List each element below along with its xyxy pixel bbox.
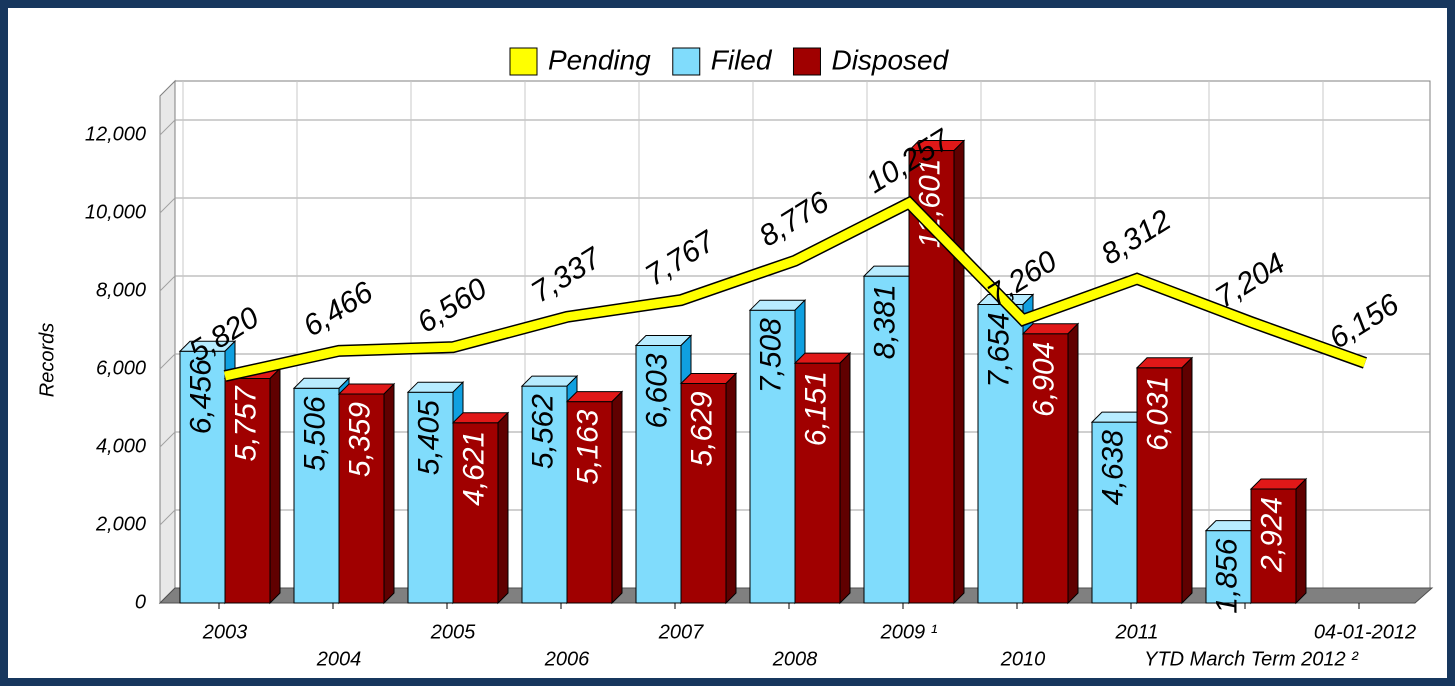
bar-value-label: 6,031 bbox=[1141, 376, 1174, 451]
y-tick-label: 0 bbox=[135, 591, 146, 613]
bar-side bbox=[1067, 322, 1079, 605]
legend-swatch bbox=[672, 47, 701, 76]
bar bbox=[293, 387, 340, 604]
bar bbox=[1205, 530, 1252, 604]
bar bbox=[566, 401, 613, 604]
y-tick-label: 8,000 bbox=[96, 279, 146, 301]
x-tick-label: 2011 bbox=[1114, 621, 1158, 643]
y-tick-label: 2,000 bbox=[95, 513, 146, 535]
legend-label: Disposed bbox=[831, 44, 949, 75]
side-wall bbox=[159, 79, 176, 605]
x-tick-label: 2010 bbox=[1000, 648, 1046, 670]
x-tick-label: 2003 bbox=[202, 621, 248, 643]
bar bbox=[521, 385, 568, 604]
bar-value-label: 6,151 bbox=[799, 371, 832, 446]
bar-value-label: 4,638 bbox=[1096, 430, 1129, 505]
bar-value-label: 7,654 bbox=[982, 312, 1015, 387]
bar-value-label: 5,359 bbox=[343, 402, 376, 477]
grid-line bbox=[159, 275, 176, 292]
x-tick-label: 2008 bbox=[772, 648, 818, 670]
bar bbox=[863, 275, 910, 604]
y-axis-title: Records bbox=[36, 323, 58, 397]
legend-swatch bbox=[792, 47, 821, 76]
bar-side bbox=[611, 390, 623, 605]
grid-line bbox=[159, 197, 176, 214]
x-tick-label: 2006 bbox=[544, 648, 590, 670]
bar bbox=[1250, 488, 1297, 604]
x-tick-label: YTD March Term 2012 ² bbox=[1144, 648, 1359, 670]
x-tick-label: 2007 bbox=[658, 621, 704, 643]
legend-label: Filed bbox=[711, 44, 773, 75]
bar bbox=[1091, 421, 1138, 604]
x-tick-label: 2009 ¹ bbox=[880, 621, 938, 643]
bar-value-label: 6,603 bbox=[640, 353, 673, 428]
bar-side bbox=[497, 411, 509, 605]
bar-side bbox=[1295, 477, 1307, 605]
bar-value-label: 1,856 bbox=[1210, 538, 1243, 613]
bar bbox=[977, 303, 1024, 604]
grid-line bbox=[159, 119, 176, 136]
bar-value-label: 5,757 bbox=[229, 385, 262, 461]
bar-value-label: 5,163 bbox=[571, 409, 604, 484]
bar-value-label: 6,456 bbox=[184, 359, 217, 434]
y-tick-label: 12,000 bbox=[85, 123, 146, 145]
bar-side bbox=[953, 139, 965, 605]
bar-value-label: 6,904 bbox=[1027, 342, 1060, 417]
bar-side bbox=[725, 372, 737, 605]
bar-value-label: 2,924 bbox=[1255, 497, 1288, 573]
bar-value-label: 4,621 bbox=[457, 431, 490, 506]
bar-value-label: 5,506 bbox=[298, 396, 331, 471]
grid-line bbox=[159, 509, 176, 526]
x-tick-label: 04-01-2012 bbox=[1314, 621, 1416, 643]
legend-label: Pending bbox=[548, 44, 651, 75]
x-tick-label: 2004 bbox=[316, 648, 362, 670]
bar bbox=[179, 350, 226, 604]
legend-swatch bbox=[509, 47, 538, 76]
y-tick-label: 4,000 bbox=[96, 435, 146, 457]
bar-value-label: 7,508 bbox=[754, 318, 787, 393]
bar bbox=[794, 362, 841, 604]
bar-value-label: 5,562 bbox=[526, 394, 559, 469]
bar-value-label: 5,629 bbox=[685, 391, 718, 466]
bar bbox=[749, 309, 796, 604]
y-tick-label: 10,000 bbox=[85, 201, 146, 223]
bar bbox=[338, 393, 385, 604]
line bbox=[224, 197, 1367, 381]
grid-line bbox=[159, 431, 176, 448]
bar bbox=[1136, 367, 1183, 604]
grid-line bbox=[159, 353, 176, 370]
bar-side bbox=[839, 351, 851, 605]
bar-side bbox=[383, 382, 395, 605]
bar-side bbox=[1181, 356, 1193, 605]
bar bbox=[407, 391, 454, 604]
bar bbox=[452, 422, 499, 604]
bar-value-label: 5,405 bbox=[412, 400, 445, 475]
y-tick-label: 6,000 bbox=[96, 357, 146, 379]
x-tick-label: 2005 bbox=[430, 621, 476, 643]
bar bbox=[635, 344, 682, 604]
bar-side bbox=[269, 367, 281, 605]
bar-value-label: 8,381 bbox=[868, 284, 901, 359]
